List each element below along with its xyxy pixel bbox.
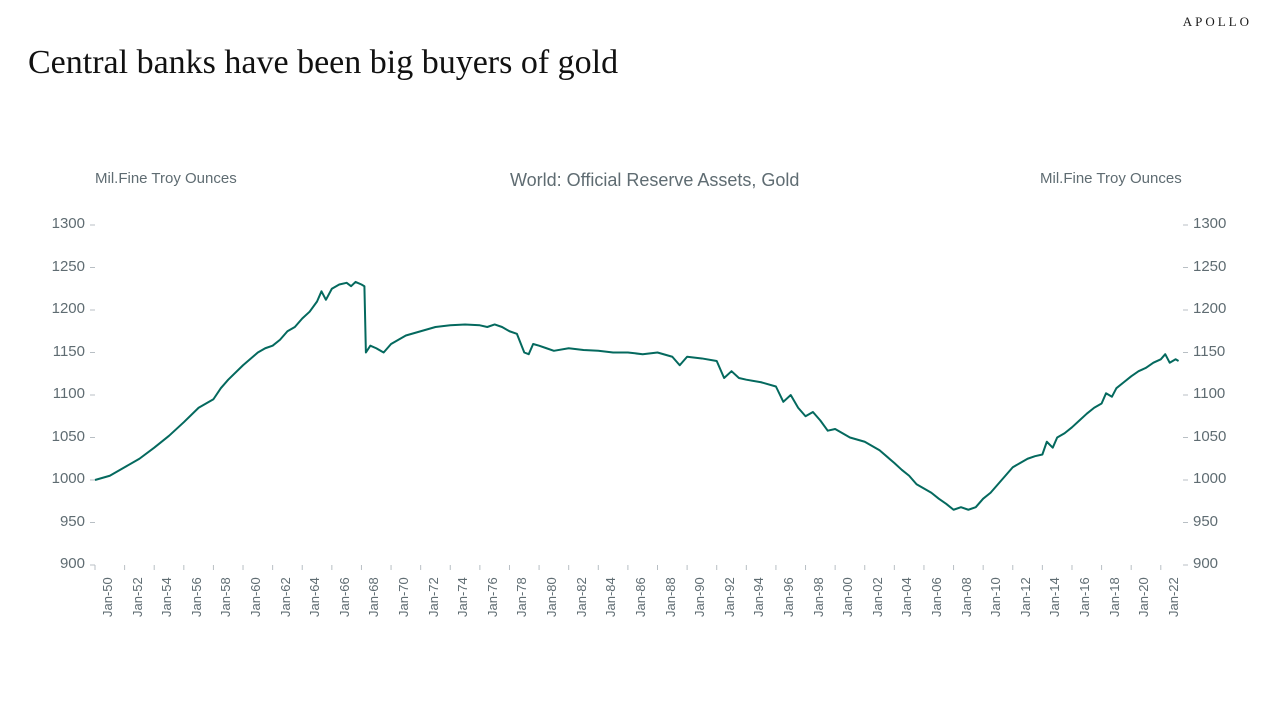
x-tick: Jan-88 — [663, 577, 678, 617]
line-chart-svg — [95, 225, 1183, 565]
x-tick: Jan-04 — [899, 577, 914, 617]
x-tick: Jan-86 — [633, 577, 648, 617]
x-tick: Jan-16 — [1077, 577, 1092, 617]
x-tick: Jan-10 — [988, 577, 1003, 617]
x-tick: Jan-96 — [781, 577, 796, 617]
y-tick-left: 1000 — [52, 470, 85, 487]
x-tick: Jan-08 — [959, 577, 974, 617]
x-tick: Jan-54 — [159, 577, 174, 617]
x-tick: Jan-22 — [1166, 577, 1181, 617]
chart-area — [95, 225, 1183, 565]
y-axis-title-right: Mil.Fine Troy Ounces — [1040, 170, 1182, 187]
x-tick: Jan-56 — [189, 577, 204, 617]
x-tick: Jan-00 — [840, 577, 855, 617]
y-tick-left: 900 — [60, 555, 85, 572]
x-tick: Jan-90 — [692, 577, 707, 617]
x-tick: Jan-76 — [485, 577, 500, 617]
y-tick-left: 1200 — [52, 300, 85, 317]
x-tick: Jan-82 — [574, 577, 589, 617]
chart-subtitle: World: Official Reserve Assets, Gold — [510, 170, 799, 191]
x-tick: Jan-66 — [337, 577, 352, 617]
y-tick-left: 950 — [60, 513, 85, 530]
x-tick: Jan-20 — [1136, 577, 1151, 617]
gold-reserves-line — [95, 282, 1179, 510]
y-axis-title-left: Mil.Fine Troy Ounces — [95, 170, 237, 187]
y-tick-right: 1200 — [1193, 300, 1226, 317]
x-tick: Jan-58 — [218, 577, 233, 617]
y-tick-right: 1100 — [1193, 385, 1225, 402]
x-tick: Jan-62 — [278, 577, 293, 617]
y-tick-right: 1000 — [1193, 470, 1226, 487]
y-tick-left: 1100 — [53, 385, 85, 402]
x-tick: Jan-02 — [870, 577, 885, 617]
y-tick-left: 1150 — [53, 343, 85, 360]
x-tick: Jan-92 — [722, 577, 737, 617]
x-tick: Jan-50 — [100, 577, 115, 617]
y-tick-right: 1150 — [1193, 343, 1225, 360]
x-tick: Jan-74 — [455, 577, 470, 617]
brand-logo-text: APOLLO — [1183, 14, 1252, 30]
y-tick-right: 900 — [1193, 555, 1218, 572]
page-title: Central banks have been big buyers of go… — [28, 44, 618, 82]
x-tick: Jan-72 — [426, 577, 441, 617]
x-tick: Jan-98 — [811, 577, 826, 617]
y-tick-right: 1300 — [1193, 215, 1226, 232]
x-tick: Jan-70 — [396, 577, 411, 617]
x-tick: Jan-68 — [366, 577, 381, 617]
x-tick: Jan-80 — [544, 577, 559, 617]
x-tick: Jan-64 — [307, 577, 322, 617]
y-tick-right: 1250 — [1193, 258, 1226, 275]
x-tick: Jan-52 — [130, 577, 145, 617]
x-tick: Jan-60 — [248, 577, 263, 617]
x-tick: Jan-84 — [603, 577, 618, 617]
x-tick: Jan-14 — [1047, 577, 1062, 617]
x-tick: Jan-78 — [514, 577, 529, 617]
y-tick-left: 1300 — [52, 215, 85, 232]
x-tick: Jan-18 — [1107, 577, 1122, 617]
y-tick-right: 1050 — [1193, 428, 1226, 445]
y-tick-right: 950 — [1193, 513, 1218, 530]
x-tick: Jan-12 — [1018, 577, 1033, 617]
y-tick-left: 1250 — [52, 258, 85, 275]
y-tick-left: 1050 — [52, 428, 85, 445]
x-tick: Jan-06 — [929, 577, 944, 617]
x-tick: Jan-94 — [751, 577, 766, 617]
